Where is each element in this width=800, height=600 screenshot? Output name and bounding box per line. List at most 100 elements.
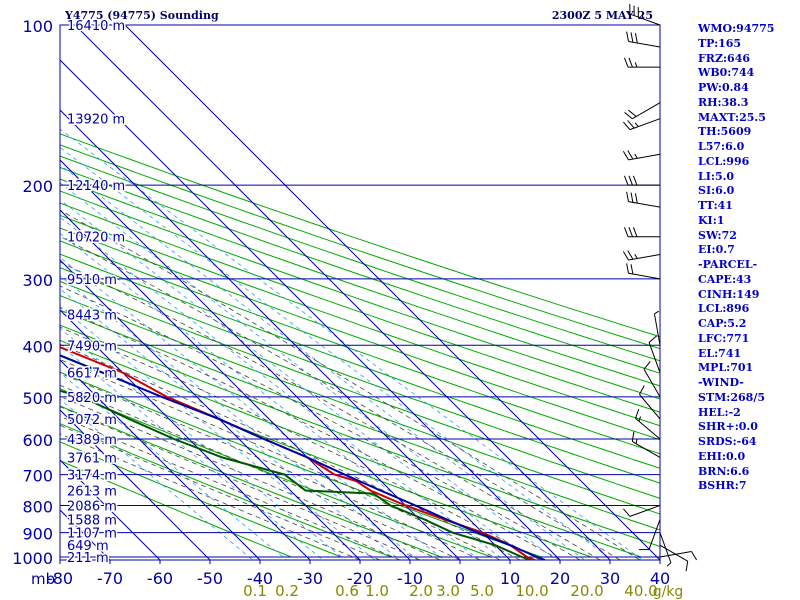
temperature-tick-label: -50 (197, 569, 223, 588)
barb-flag (622, 251, 629, 261)
height-label: 211 m (67, 551, 109, 566)
barb-staff (629, 118, 661, 131)
wind-barb (643, 361, 661, 398)
index-row: EL:741 (698, 346, 742, 360)
index-row: BSHR:7 (698, 479, 747, 493)
barb-flag (631, 431, 635, 442)
height-label: 3761 m (67, 451, 117, 466)
mixing-ratio-line (60, 306, 375, 560)
dry-adiabat (60, 371, 542, 558)
temperature-tick-label: 0 (455, 569, 465, 588)
index-row: L57:6.0 (698, 140, 745, 153)
index-row: -PARCEL- (698, 258, 758, 271)
dry-adiabat (60, 144, 660, 350)
wind-barb (635, 408, 661, 440)
temperature-tick-label: 10 (500, 569, 520, 588)
barb-flag (643, 361, 651, 370)
trace-parcel (60, 354, 546, 560)
mixing-ratio-line (60, 372, 287, 560)
dry-adiabat (60, 227, 660, 441)
isotherm (124, 25, 660, 560)
moist-adiabat (60, 343, 521, 560)
barb-flag (623, 508, 631, 517)
mixing-ratio-label: 20.0 (570, 582, 603, 600)
height-label: 1588 m (67, 513, 117, 528)
barb-flag (634, 122, 639, 127)
height-label: 6617 m (67, 367, 117, 382)
traces (60, 346, 546, 560)
dry-adiabat (60, 240, 660, 455)
wind-barb (639, 519, 661, 551)
barb-flag (623, 121, 631, 130)
barb-flag (634, 33, 638, 44)
barb-flag (623, 175, 629, 186)
barb-flag (628, 109, 637, 117)
temperature-tick-label: -20 (347, 569, 373, 588)
mixing-ratio-line (60, 275, 418, 560)
barb-flag (635, 408, 640, 419)
dry-adiabat (60, 178, 660, 387)
wind-barb (622, 250, 661, 261)
dry-adiabat (60, 324, 660, 548)
temperature-tick-label: -30 (297, 569, 323, 588)
isotherm (60, 359, 261, 560)
pressure-label: 900 (22, 525, 53, 544)
trace-dewpoint (60, 389, 531, 560)
pressure-unit-label: mb (31, 570, 55, 588)
barb-flag (627, 120, 635, 129)
barb-flag (630, 32, 634, 43)
barb-flag (634, 62, 638, 68)
pressure-label: 100 (22, 17, 53, 36)
temperature-tick-label: -10 (397, 569, 423, 588)
isotherm (60, 209, 411, 560)
mixing-ratio-label: 3.0 (436, 582, 460, 600)
mixing-ratio-line (60, 199, 530, 560)
temperature-tick-label: -70 (97, 569, 123, 588)
index-row: HEL:-2 (698, 405, 741, 419)
barb-flag (623, 57, 629, 68)
barb-flag (638, 416, 642, 422)
height-label: 649 m (67, 539, 109, 554)
pressure-label: 800 (22, 497, 53, 516)
dry-adiabat (60, 190, 660, 400)
barb-flag (628, 227, 633, 237)
wind-barb (623, 504, 661, 517)
index-row: BRN:6.6 (698, 464, 750, 478)
dry-adiabat (60, 166, 660, 374)
dry-adiabat (60, 405, 442, 558)
pressure-label: 1000 (12, 549, 53, 568)
wind-barb (626, 31, 661, 48)
index-row: CAP:5.2 (698, 317, 747, 330)
pressure-label: 600 (22, 431, 53, 450)
wind-barb (648, 335, 661, 373)
height-label: 16410 m (67, 19, 125, 34)
index-row: TH:5609 (698, 125, 752, 139)
moist-adiabat (60, 209, 641, 560)
index-row: LFC:771 (698, 331, 750, 345)
barb-staff (659, 544, 688, 562)
index-row: MPL:701 (698, 361, 754, 375)
index-row: FRZ:646 (698, 51, 751, 65)
isotherm (74, 25, 611, 560)
dry-adiabat (60, 339, 642, 558)
dry-adiabat (60, 133, 660, 338)
moist-adiabat (60, 359, 501, 560)
temperature-tick-label: -40 (247, 569, 273, 588)
height-label: 2086 m (67, 499, 117, 514)
barb-flag (634, 193, 638, 204)
height-label: 2613 m (67, 485, 117, 500)
index-row: SW:72 (698, 228, 737, 242)
barb-staff (628, 201, 661, 208)
moist-adiabat (60, 395, 441, 560)
barb-staff (659, 532, 672, 563)
moist-adiabat (60, 372, 481, 560)
height-label: 1107 m (67, 527, 117, 542)
barb-flag (626, 31, 629, 42)
height-label: 4389 m (67, 433, 117, 448)
index-row: MAXT:25.5 (698, 110, 766, 124)
index-row: SRDS:-64 (698, 435, 757, 448)
wind-barb (623, 118, 661, 131)
wind-barb (638, 385, 661, 420)
mixing-ratio-line (60, 288, 400, 560)
